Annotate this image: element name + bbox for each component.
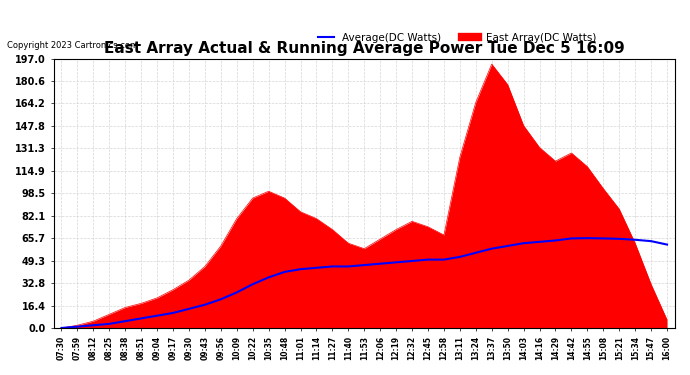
- Text: Copyright 2023 Cartronics.com: Copyright 2023 Cartronics.com: [7, 41, 138, 50]
- Title: East Array Actual & Running Average Power Tue Dec 5 16:09: East Array Actual & Running Average Powe…: [104, 41, 624, 56]
- Legend: Average(DC Watts), East Array(DC Watts): Average(DC Watts), East Array(DC Watts): [314, 29, 601, 47]
